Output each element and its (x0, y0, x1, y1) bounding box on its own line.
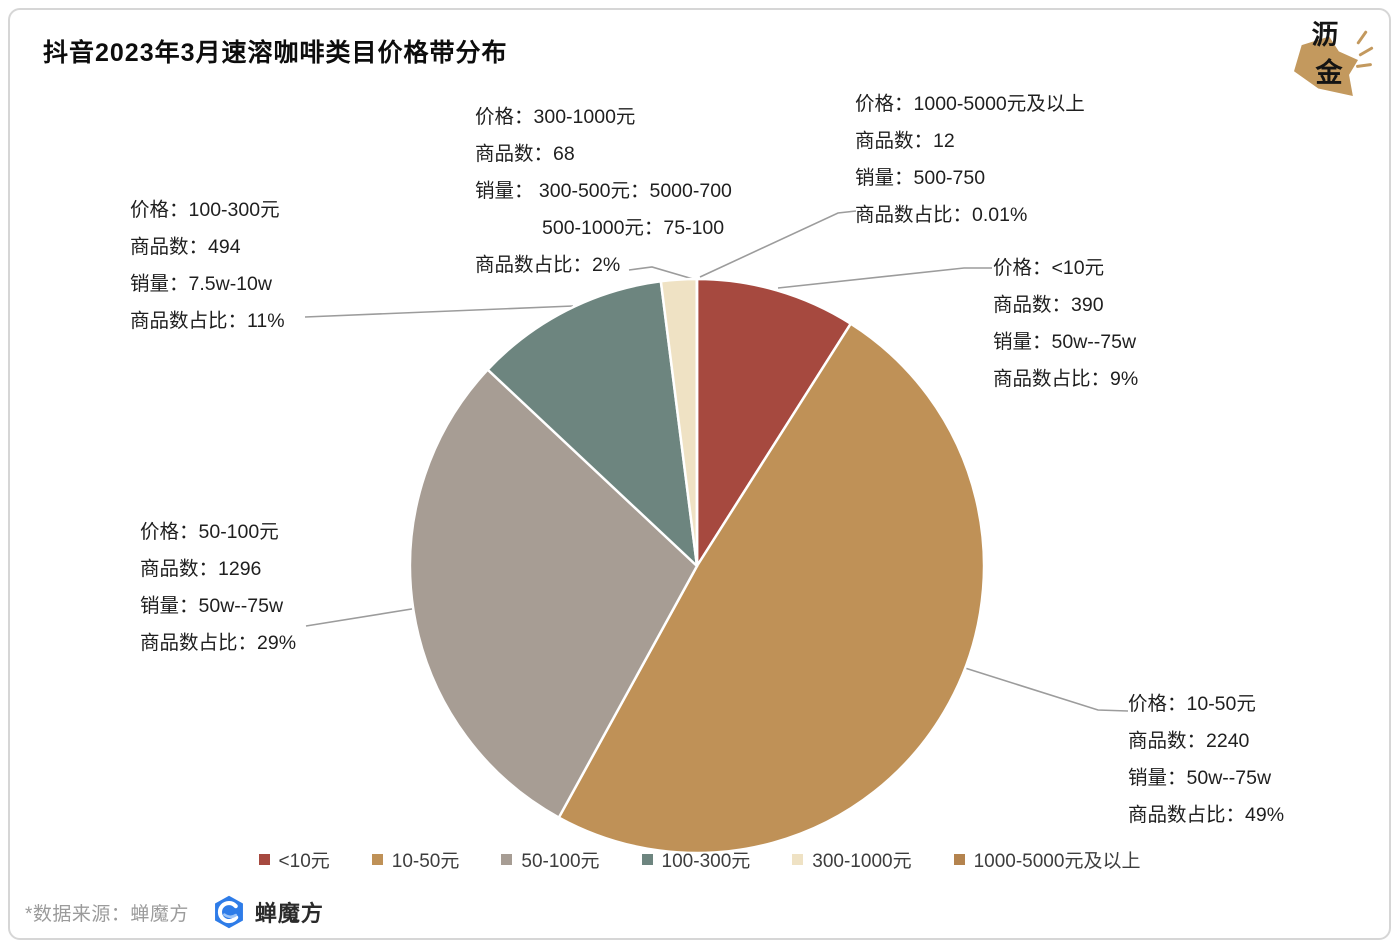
lijin-char-1: 沥 (1311, 20, 1339, 50)
callout-line: 价格：100-300元 (130, 199, 280, 221)
legend-item-lt10: <10元 (258, 846, 330, 873)
callout-line: 商品数：68 (475, 143, 575, 165)
callout-line: 商品数占比：49% (1128, 804, 1285, 826)
legend-item-10-50: 10-50元 (371, 846, 460, 873)
callout-lt10: 价格：<10元 商品数：390 销量：50w--75w 商品数占比：9% (993, 250, 1138, 398)
callout-line: 商品数占比：11% (130, 310, 285, 332)
legend-swatch (258, 854, 270, 865)
callout-line: 500-1000元：75-100 (542, 217, 725, 239)
callout-line: 价格：50-100元 (140, 521, 279, 543)
leader-line-lt10 (777, 267, 992, 289)
callout-line: 销量：7.5w-10w (130, 273, 272, 295)
leader-line-50-100 (305, 606, 425, 627)
callout-line: 商品数占比：2% (475, 254, 621, 276)
callout-line: 价格：300-1000元 (475, 106, 636, 128)
legend-swatch (371, 854, 383, 865)
pie-slice-1 (557, 322, 986, 855)
callout-10-50: 价格：10-50元 商品数：2240 销量：50w--75w 商品数占比：49% (1128, 686, 1284, 834)
callout-line: 商品数：12 (855, 130, 955, 152)
callout-1000-5000: 价格：1000-5000元及以上 商品数：12 销量：500-750 商品数占比… (855, 86, 1085, 234)
callout-line: 商品数：2240 (1128, 730, 1250, 752)
pie-slice-3 (486, 280, 699, 568)
pie-slice-2 (408, 368, 699, 819)
chanmofang-logo-icon (214, 895, 243, 929)
data-source-note: *数据来源：蝉魔方 (25, 903, 189, 925)
leader-line-300-1000 (628, 266, 694, 280)
callout-line: 销量：50w--75w (1128, 767, 1272, 789)
callout-line: 价格：<10元 (993, 257, 1105, 279)
pie-slices (408, 277, 986, 855)
callout-line: 商品数：390 (993, 294, 1104, 316)
pie-slice-0 (695, 277, 853, 568)
legend-swatch (641, 854, 653, 865)
lijin-char-2: 金 (1315, 58, 1343, 88)
callout-line: 价格：1000-5000元及以上 (855, 93, 1085, 115)
legend-swatch (501, 854, 513, 865)
callout-line: 销量：50w--75w (140, 595, 284, 617)
chanmofang-logo-text: 蝉魔方 (254, 901, 324, 926)
leader-line-100-300 (304, 305, 574, 318)
callout-line: 商品数：1296 (140, 558, 262, 580)
footer: *数据来源：蝉魔方 蝉魔方 (25, 894, 324, 930)
legend-item-300-1000: 300-1000元 (792, 846, 912, 873)
legend-swatch (953, 854, 965, 865)
legend-label: 300-1000元 (812, 851, 912, 872)
callout-line: 商品数：494 (130, 236, 241, 258)
legend-label: <10元 (278, 851, 330, 872)
callout-50-100: 价格：50-100元 商品数：1296 销量：50w--75w 商品数占比：29… (140, 514, 296, 662)
callout-line: 销量：500-750 (855, 167, 986, 189)
callout-100-300: 价格：100-300元 商品数：494 销量：7.5w-10w 商品数占比：11… (130, 192, 285, 340)
legend-label: 50-100元 (521, 851, 600, 872)
callout-line: 商品数占比：0.01% (855, 204, 1028, 226)
legend-swatch (792, 854, 804, 865)
legend-label: 100-300元 (661, 851, 751, 872)
callout-line: 销量： 300-500元：5000-700 (475, 180, 732, 202)
legend-label: 10-50元 (391, 851, 460, 872)
callout-line: 商品数占比：29% (140, 632, 297, 654)
callout-line: 销量：50w--75w (993, 331, 1137, 353)
legend-item-1000-5000: 1000-5000元及以上 (953, 846, 1141, 873)
legend-label: 1000-5000元及以上 (973, 851, 1141, 872)
legend-item-50-100: 50-100元 (501, 846, 600, 873)
callout-line: 商品数占比：9% (993, 368, 1139, 390)
chart-legend: <10元 10-50元 50-100元 100-300元 300-1000元 1… (0, 846, 1399, 873)
lijin-logo: 沥 金 (1288, 12, 1374, 104)
leader-lines (304, 210, 1129, 712)
leader-line-10-50 (964, 667, 1129, 712)
callout-line: 价格：10-50元 (1128, 693, 1256, 715)
page-title: 抖音2023年3月速溶咖啡类目价格带分布 (43, 39, 508, 67)
leader-line-1000-5000 (699, 210, 857, 278)
callout-300-1000: 价格：300-1000元 商品数：68 销量： 300-500元：5000-70… (475, 99, 732, 284)
legend-item-100-300: 100-300元 (641, 846, 751, 873)
